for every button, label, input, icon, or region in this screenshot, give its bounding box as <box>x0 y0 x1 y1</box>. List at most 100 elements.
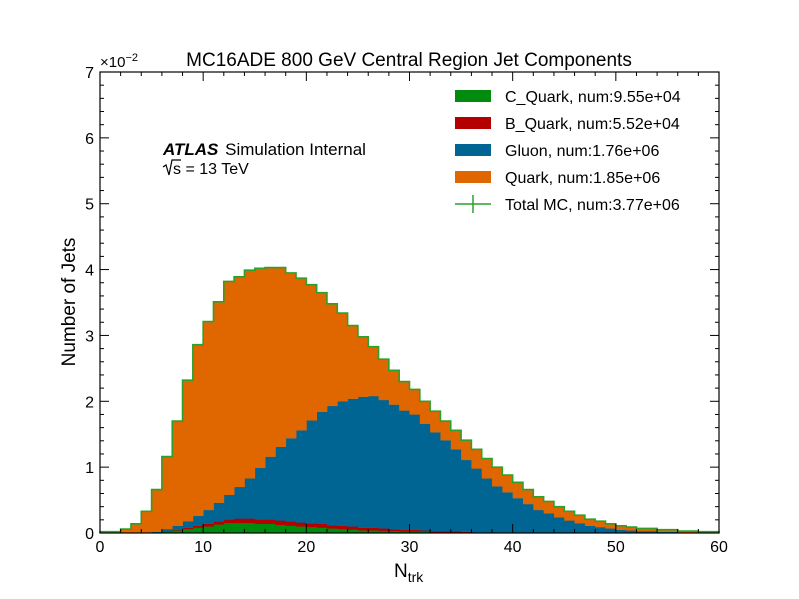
atlas-label: ATLAS Simulation Internal <box>162 140 366 159</box>
bar-b-quark-30 <box>409 529 421 532</box>
legend-label: Quark, num:1.85e+06 <box>505 170 660 187</box>
bar-b-quark-28 <box>388 529 400 532</box>
bar-quark-18 <box>285 272 297 439</box>
bar-c-quark-10 <box>203 526 214 534</box>
y-tick-label: 7 <box>85 65 94 82</box>
bar-quark-51 <box>626 527 637 531</box>
plot-frame <box>99 71 720 534</box>
bar-b-quark-25 <box>357 527 369 531</box>
bar-quark-27 <box>378 359 390 401</box>
bar-gluon-19 <box>296 430 307 523</box>
energy-label-text: s = 13 TeV <box>173 161 249 178</box>
bar-c-quark-27 <box>378 531 390 534</box>
bar-b-quark-13 <box>234 518 245 524</box>
x-axis-label-sub: trk <box>408 569 425 585</box>
bar-gluon-24 <box>347 398 359 527</box>
legend-label: Gluon, num:1.76e+06 <box>505 143 659 160</box>
bar-b-quark-10 <box>203 523 214 527</box>
bar-quark-29 <box>399 381 410 411</box>
bar-b-quark-35 <box>461 531 472 533</box>
bar-gluon-35 <box>461 459 472 532</box>
bar-c-quark-11 <box>213 524 225 534</box>
bar-quark-20 <box>306 284 318 421</box>
bar-b-quark-21 <box>316 523 328 528</box>
bar-b-quark-34 <box>450 531 462 533</box>
bar-gluon-23 <box>337 401 348 526</box>
bar-quark-23 <box>337 313 348 402</box>
x-tick-label: 60 <box>710 539 728 556</box>
y-tick-label: 3 <box>85 328 94 345</box>
bar-quark-53 <box>646 528 658 532</box>
bar-gluon-12 <box>223 494 235 520</box>
bar-gluon-6 <box>161 529 173 532</box>
bar-gluon-21 <box>316 411 328 524</box>
bar-c-quark-14 <box>244 523 256 534</box>
axis-ticks: 0 10 20 30 40 50 60 0 1 2 3 4 5 6 7 <box>85 65 728 556</box>
bar-quark-11 <box>213 301 225 503</box>
bar-quark-32 <box>430 411 441 433</box>
bar-quark-6 <box>161 456 173 530</box>
total-mc-step-line <box>99 266 720 533</box>
bar-b-quark-24 <box>347 526 359 530</box>
bar-quark-15 <box>254 268 266 469</box>
bar-quark-21 <box>316 292 328 413</box>
bar-gluon-26 <box>368 396 379 528</box>
bar-gluon-34 <box>450 449 462 532</box>
bar-quark-31 <box>419 401 431 424</box>
bar-b-quark-12 <box>223 519 235 524</box>
x-axis-label: Ntrk <box>394 561 424 585</box>
bar-quark-13 <box>234 276 245 488</box>
bar-gluon-10 <box>203 509 214 524</box>
bar-quark-4 <box>141 511 152 534</box>
bar-b-quark-22 <box>326 525 338 529</box>
bar-b-quark-26 <box>368 527 379 531</box>
bar-gluon-25 <box>357 396 369 528</box>
bar-quark-46 <box>574 515 586 524</box>
bar-quark-8 <box>182 380 194 522</box>
bar-gluon-28 <box>388 404 400 530</box>
y-axis-label: Number of Jets <box>59 238 80 367</box>
bar-gluon-13 <box>234 486 245 519</box>
bar-gluon-27 <box>378 399 390 529</box>
bar-quark-33 <box>440 421 452 441</box>
bar-b-quark-17 <box>275 520 287 526</box>
chart-title: MC16ADE 800 GeV Central Region Jet Compo… <box>186 50 632 71</box>
bar-quark-24 <box>347 325 359 399</box>
bar-quark-17 <box>275 267 287 447</box>
bar-c-quark-18 <box>285 525 297 534</box>
bar-gluon-22 <box>326 405 338 526</box>
bar-gluon-11 <box>213 502 225 522</box>
bar-gluon-30 <box>409 414 421 530</box>
bar-quark-47 <box>584 519 596 526</box>
bar-quark-43 <box>543 501 555 514</box>
bar-gluon-37 <box>481 478 493 533</box>
legend-label: C_Quark, num:9.55e+04 <box>505 89 681 106</box>
bar-b-quark-9 <box>192 525 204 528</box>
bar-quark-55 <box>667 529 679 532</box>
bar-gluon-40 <box>512 498 524 533</box>
bar-quark-34 <box>450 430 462 450</box>
bar-quark-3 <box>130 523 142 534</box>
bar-gluon-48 <box>595 527 606 534</box>
legend-label: B_Quark, num:5.52e+04 <box>505 116 680 133</box>
bar-gluon-33 <box>440 440 452 532</box>
energy-label: s = 13 TeV <box>162 159 249 178</box>
bar-gluon-15 <box>254 467 266 520</box>
bar-quark-7 <box>172 421 183 526</box>
bar-c-quark-9 <box>192 527 204 534</box>
bar-quark-26 <box>368 346 379 397</box>
bar-b-quark-33 <box>440 531 452 533</box>
bar-gluon-49 <box>605 528 617 534</box>
y-multiplier-base: ×10 <box>100 54 125 71</box>
bar-c-quark-22 <box>326 528 338 534</box>
bar-b-quark-6 <box>161 531 173 532</box>
bar-quark-12 <box>223 281 235 496</box>
bar-b-quark-32 <box>430 531 441 533</box>
x-tick-label: 10 <box>194 539 212 556</box>
bar-quark-41 <box>522 489 534 505</box>
bar-gluon-8 <box>182 521 194 528</box>
sqrt-symbol <box>162 159 181 176</box>
y-tick-label: 0 <box>85 526 94 543</box>
bar-c-quark-20 <box>306 527 318 534</box>
